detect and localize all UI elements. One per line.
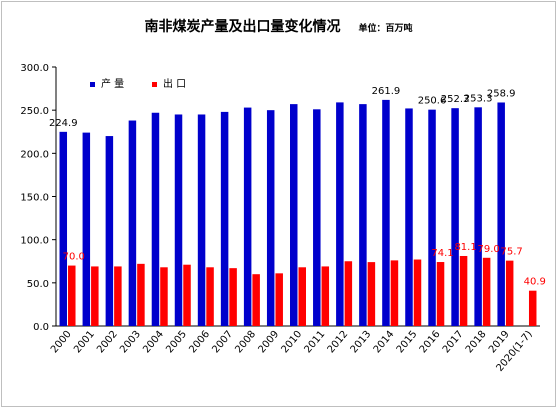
unit-label: 单位：百万吨	[358, 24, 413, 34]
legend-swatch-export	[152, 82, 157, 87]
export-data-label: 81.1	[454, 242, 476, 253]
x-tick-label: 2013	[349, 329, 374, 356]
export-bar	[137, 263, 145, 326]
production-bar	[359, 104, 367, 326]
y-tick-label: 200.0	[20, 149, 49, 160]
legend-label-production: 产 量	[101, 77, 124, 90]
export-bar	[160, 267, 168, 326]
y-tick-label: 250.0	[20, 106, 49, 117]
production-data-label: 261.9	[372, 86, 401, 97]
production-bar	[243, 107, 252, 327]
x-tick-label: 2010	[280, 329, 305, 356]
x-tick-label: 2003	[118, 329, 143, 356]
export-bar	[367, 262, 376, 326]
x-tick-label: 2006	[187, 329, 212, 356]
export-bar	[252, 274, 260, 326]
export-bar	[436, 262, 445, 326]
legend-label-export: 出 口	[163, 77, 186, 90]
export-bar	[183, 264, 191, 326]
production-data-label: 258.9	[487, 88, 516, 99]
y-tick-label: 300.0	[20, 63, 49, 74]
x-tick-label: 2015	[395, 329, 420, 356]
production-bar	[451, 108, 459, 326]
production-bar	[313, 109, 321, 326]
x-tick-label: 2002	[95, 329, 120, 356]
y-tick-label: 100.0	[20, 236, 49, 247]
export-data-label: 79.0	[477, 244, 499, 255]
x-tick-label: 2014	[372, 329, 397, 356]
x-tick-label: 2001	[72, 329, 97, 356]
x-tick-label: 2018	[464, 329, 489, 356]
production-data-label: 250.6	[418, 96, 447, 107]
y-tick-label: 50.0	[27, 279, 49, 290]
export-bar	[114, 266, 122, 326]
export-bar	[505, 260, 514, 326]
production-bar	[174, 114, 183, 326]
export-bar	[68, 265, 76, 326]
production-bar	[197, 114, 206, 326]
export-data-label: 40.9	[524, 277, 546, 288]
export-bar	[275, 273, 283, 326]
production-bar	[428, 109, 436, 326]
export-bar	[459, 255, 468, 326]
x-tick-label: 2009	[256, 329, 281, 356]
export-data-label: 70.0	[63, 252, 85, 263]
x-tick-label: 2007	[210, 329, 235, 356]
production-bar	[128, 120, 137, 326]
production-data-label: 253.3	[464, 93, 493, 104]
x-tick-label: 2016	[418, 329, 443, 356]
production-bar	[82, 132, 91, 326]
x-tick-label: 2000	[49, 329, 74, 356]
y-tick-label: 150.0	[20, 193, 49, 204]
production-bar	[336, 102, 344, 326]
chart-title: 南非煤炭产量及出口量变化情况 单位：百万吨	[0, 16, 557, 36]
y-tick-label: 0.0	[33, 322, 49, 333]
x-tick-label: 2008	[233, 329, 258, 356]
production-data-label: 252.3	[441, 94, 470, 105]
chart-title-text: 南非煤炭产量及出口量变化情况	[144, 19, 341, 35]
export-data-label: 74.1	[431, 248, 453, 259]
production-bar	[497, 102, 505, 326]
production-bar	[105, 136, 114, 326]
production-bar	[405, 108, 413, 326]
x-tick-label: 2012	[326, 329, 351, 356]
export-bar	[229, 268, 237, 326]
x-tick-label: 2017	[441, 329, 466, 356]
production-bar	[382, 99, 390, 326]
export-bar	[413, 259, 422, 326]
export-data-label: 75.7	[501, 247, 523, 258]
legend-swatch-production	[90, 82, 95, 87]
production-bar	[474, 107, 482, 327]
x-tick-label: 2004	[141, 329, 166, 356]
production-bar	[290, 104, 298, 326]
export-bar	[482, 257, 491, 326]
x-tick-label: 2005	[164, 329, 189, 356]
export-bar	[344, 261, 353, 326]
export-bar	[91, 266, 99, 326]
production-bar	[220, 111, 229, 326]
export-bar	[206, 267, 214, 326]
export-bar	[298, 267, 306, 326]
production-bar	[151, 112, 160, 326]
export-bar	[321, 266, 330, 326]
x-tick-label: 2011	[303, 329, 328, 356]
production-data-label: 224.9	[49, 118, 78, 129]
production-bar	[266, 110, 275, 327]
production-bar	[59, 131, 68, 326]
export-bar	[528, 290, 537, 326]
export-bar	[390, 260, 399, 326]
